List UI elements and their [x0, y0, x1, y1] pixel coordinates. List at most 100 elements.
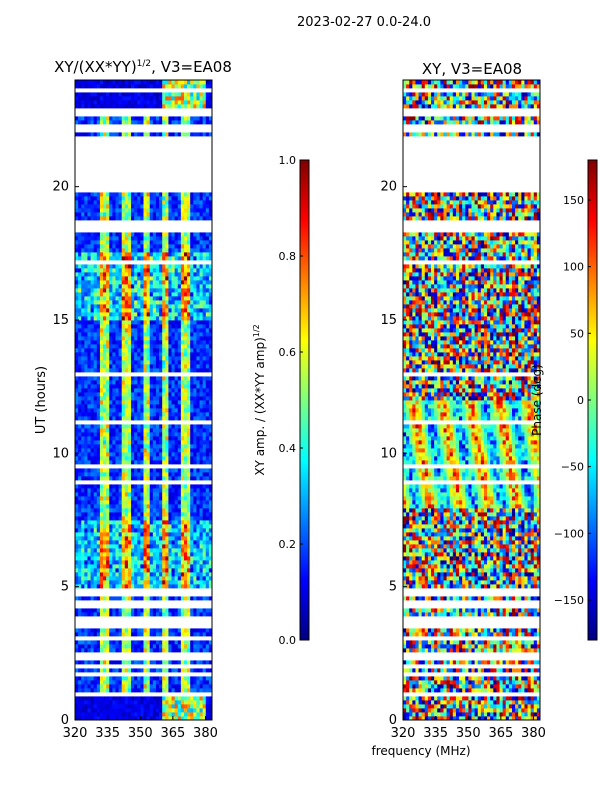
- heatmap-cell: [187, 472, 191, 477]
- heatmap-cell: [143, 716, 148, 721]
- heatmap-cell: [152, 448, 157, 453]
- heatmap-cell: [196, 456, 200, 461]
- heatmap-cell: [177, 376, 182, 381]
- heatmap-cell: [177, 360, 182, 365]
- heatmap-cell: [205, 700, 210, 705]
- heatmap-cell: [183, 588, 188, 593]
- heatmap-cell: [131, 448, 135, 453]
- heatmap-cell: [112, 376, 116, 381]
- heatmap-cell: [90, 512, 95, 517]
- heatmap-cell: [159, 352, 163, 357]
- heatmap-cell: [168, 564, 172, 569]
- heatmap-cell: [199, 272, 204, 277]
- heatmap-cell: [137, 604, 141, 609]
- heatmap-cell: [87, 484, 91, 489]
- heatmap-cell: [162, 684, 166, 689]
- heatmap-cell: [183, 348, 188, 353]
- heatmap-cell: [155, 300, 160, 305]
- heatmap-cell: [134, 696, 138, 701]
- heatmap-cell: [149, 368, 154, 373]
- heatmap-cell: [109, 592, 113, 597]
- heatmap-cell: [103, 560, 107, 565]
- heatmap-cell: [199, 484, 204, 489]
- heatmap-cell: [131, 520, 135, 525]
- heatmap-cell: [180, 404, 185, 409]
- heatmap-cell: [96, 488, 101, 493]
- heatmap-cell: [174, 564, 179, 569]
- heatmap-cell: [90, 692, 95, 697]
- heatmap-cell: [106, 572, 110, 577]
- heatmap-cell: [81, 580, 85, 585]
- heatmap-cell: [171, 476, 176, 481]
- heatmap-cell: [81, 384, 85, 389]
- heatmap-cell: [75, 536, 79, 541]
- heatmap-cell: [106, 460, 110, 465]
- heatmap-cell: [103, 504, 107, 509]
- heatmap-cell: [174, 440, 179, 445]
- heatmap-cell: [208, 344, 213, 349]
- heatmap-cell: [121, 656, 126, 661]
- heatmap-cell: [162, 284, 166, 289]
- heatmap-cell: [146, 644, 151, 649]
- heatmap-cell: [143, 660, 148, 665]
- heatmap-cell: [99, 592, 104, 597]
- heatmap-cell: [103, 624, 107, 629]
- heatmap-cell: [187, 360, 191, 365]
- heatmap-cell: [205, 648, 210, 653]
- heatmap-cell: [127, 592, 132, 597]
- heatmap-cell: [162, 576, 166, 581]
- heatmap-cell: [190, 348, 194, 353]
- heatmap-cell: [96, 504, 101, 509]
- heatmap-cell: [118, 600, 123, 605]
- heatmap-cell: [75, 456, 79, 461]
- heatmap-cell: [124, 708, 129, 713]
- heatmap-cell: [90, 460, 95, 465]
- heatmap-cell: [202, 396, 207, 401]
- heatmap-cell: [165, 480, 169, 485]
- heatmap-cell: [180, 392, 185, 397]
- heatmap-cell: [134, 276, 138, 281]
- heatmap-cell: [190, 508, 194, 513]
- heatmap-cell: [165, 564, 169, 569]
- heatmap-cell: [205, 392, 210, 397]
- heatmap-cell: [202, 676, 207, 681]
- heatmap-cell: [205, 696, 210, 701]
- heatmap-cell: [118, 372, 123, 377]
- heatmap-cell: [87, 624, 91, 629]
- heatmap-cell: [78, 668, 82, 673]
- heatmap-cell: [152, 604, 157, 609]
- heatmap-cell: [99, 272, 104, 277]
- heatmap-cell: [168, 300, 172, 305]
- heatmap-cell: [183, 344, 188, 349]
- heatmap-cell: [149, 712, 154, 717]
- heatmap-cell: [143, 288, 148, 293]
- heatmap-cell: [165, 664, 169, 669]
- heatmap-cell: [90, 384, 95, 389]
- heatmap-cell: [78, 392, 82, 397]
- heatmap-cell: [140, 596, 144, 601]
- heatmap-cell: [112, 532, 116, 537]
- heatmap-cell: [137, 624, 141, 629]
- heatmap-cell: [171, 564, 176, 569]
- heatmap-cell: [196, 700, 200, 705]
- heatmap-cell: [124, 280, 129, 285]
- heatmap-cell: [112, 396, 116, 401]
- heatmap-cell: [109, 480, 113, 485]
- heatmap-cell: [149, 588, 154, 593]
- heatmap-cell: [208, 392, 213, 397]
- heatmap-cell: [174, 676, 179, 681]
- heatmap-cell: [75, 420, 79, 425]
- heatmap-cell: [143, 616, 148, 621]
- heatmap-cell: [84, 480, 88, 485]
- heatmap-cell: [202, 692, 207, 697]
- heatmap-cell: [115, 636, 119, 641]
- heatmap-cell: [152, 584, 157, 589]
- heatmap-cell: [87, 396, 91, 401]
- heatmap-cell: [174, 392, 179, 397]
- heatmap-cell: [205, 432, 210, 437]
- heatmap-cell: [127, 648, 132, 653]
- heatmap-cell: [140, 588, 144, 593]
- heatmap-cell: [75, 716, 79, 721]
- heatmap-cell: [190, 632, 194, 637]
- heatmap-cell: [152, 628, 157, 633]
